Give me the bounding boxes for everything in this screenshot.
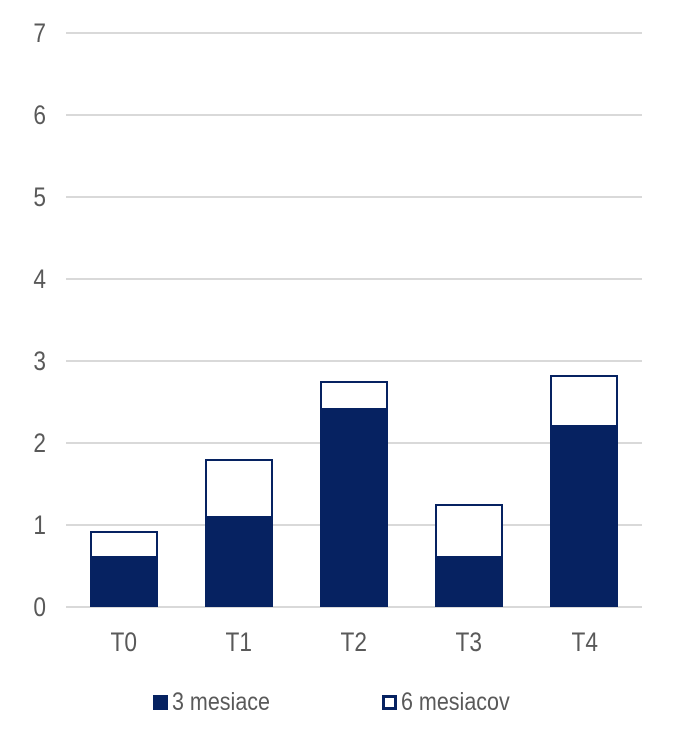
x-tick-label-t3: T3 [455, 627, 483, 657]
bar-t0 [89, 530, 158, 607]
gridline-y6 [66, 114, 642, 116]
bar-segment-3-mesiace [435, 557, 504, 607]
gridline-y5 [66, 196, 642, 198]
y-tick-label-2: 2 [33, 428, 46, 458]
bar-segment-6-mesiacov [320, 380, 388, 411]
legend-swatch-filled-icon [152, 694, 168, 710]
bar-t4 [550, 374, 619, 607]
legend-item-6-mesiacov: 6 mesiacov [381, 687, 527, 717]
bar-segment-6-mesiacov [204, 458, 273, 519]
bar-segment-3-mesiace [550, 427, 619, 607]
y-tick-label-0: 0 [33, 592, 46, 622]
bar-t1 [204, 458, 273, 607]
x-tick-label-t4: T4 [571, 627, 598, 657]
legend-label-3-mesiace: 3 mesiace [171, 687, 270, 716]
gridline-y0 [66, 606, 642, 608]
bar-segment-3-mesiace [204, 518, 273, 607]
y-tick-label-5: 5 [33, 182, 46, 212]
bar-segment-3-mesiace [89, 557, 158, 607]
bar-segment-6-mesiacov [89, 530, 158, 558]
bar-segment-6-mesiacov [550, 374, 619, 428]
x-tick-label-t2: T2 [340, 627, 368, 657]
y-tick-label-1: 1 [33, 510, 46, 540]
gridline-y7 [66, 32, 642, 34]
y-tick-label-7: 7 [33, 18, 46, 48]
bar-segment-3-mesiace [320, 410, 388, 607]
x-tick-label-t1: T1 [225, 627, 253, 657]
y-tick-label-3: 3 [33, 346, 46, 376]
y-tick-label-6: 6 [33, 100, 46, 130]
legend-label-6-mesiacov: 6 mesiacov [400, 687, 510, 716]
legend-item-3-mesiace: 3 mesiace [152, 687, 286, 717]
bar-segment-6-mesiacov [435, 503, 504, 558]
x-tick-label-t0: T0 [110, 627, 137, 657]
gridline-y4 [66, 278, 642, 280]
legend: 3 mesiace 6 mesiacov [0, 686, 680, 718]
bar-t2 [320, 380, 388, 607]
bar-t3 [435, 503, 504, 607]
y-tick-label-4: 4 [33, 264, 46, 294]
legend-swatch-outlined-icon [381, 694, 397, 710]
gridline-y3 [66, 360, 642, 362]
